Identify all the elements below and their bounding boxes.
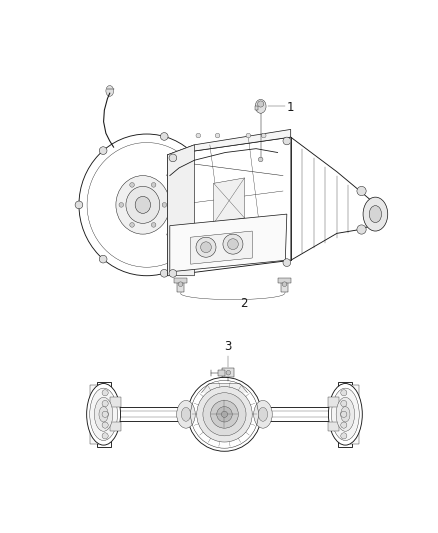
Text: 2: 2 (240, 297, 248, 310)
Polygon shape (167, 145, 194, 276)
Ellipse shape (201, 242, 212, 253)
Ellipse shape (211, 400, 238, 428)
Ellipse shape (221, 411, 228, 417)
Bar (259, 407, 347, 421)
Ellipse shape (282, 282, 287, 287)
Ellipse shape (87, 384, 120, 445)
Ellipse shape (255, 99, 266, 113)
Polygon shape (170, 214, 287, 272)
Ellipse shape (197, 386, 252, 442)
Ellipse shape (223, 234, 243, 254)
Polygon shape (214, 178, 244, 223)
Ellipse shape (336, 398, 355, 431)
Ellipse shape (102, 433, 108, 439)
Ellipse shape (119, 203, 124, 207)
Polygon shape (201, 384, 247, 393)
Ellipse shape (196, 133, 201, 138)
Ellipse shape (341, 407, 350, 422)
Polygon shape (291, 137, 375, 260)
Bar (281, 280, 288, 292)
Ellipse shape (99, 147, 107, 155)
Ellipse shape (196, 237, 216, 257)
Ellipse shape (341, 411, 347, 417)
Ellipse shape (181, 407, 191, 421)
Polygon shape (97, 382, 111, 447)
Ellipse shape (130, 223, 134, 227)
Ellipse shape (341, 390, 347, 396)
Ellipse shape (151, 183, 156, 187)
Polygon shape (191, 231, 252, 264)
Bar (102, 407, 190, 421)
Polygon shape (255, 106, 258, 110)
Ellipse shape (151, 223, 156, 227)
Bar (350, 385, 359, 443)
Ellipse shape (246, 133, 251, 138)
Ellipse shape (341, 433, 347, 439)
Ellipse shape (90, 388, 117, 440)
Ellipse shape (102, 422, 108, 428)
Bar (328, 398, 339, 407)
Ellipse shape (169, 154, 177, 161)
Ellipse shape (258, 157, 263, 161)
Ellipse shape (341, 400, 347, 407)
Bar (90, 385, 99, 443)
Ellipse shape (332, 388, 359, 440)
Ellipse shape (283, 137, 291, 145)
Ellipse shape (160, 270, 168, 277)
Ellipse shape (254, 400, 272, 428)
Ellipse shape (357, 225, 366, 234)
Ellipse shape (228, 239, 238, 249)
Text: 3: 3 (225, 341, 232, 353)
Text: 1: 1 (287, 101, 294, 115)
Ellipse shape (99, 255, 107, 263)
Ellipse shape (79, 134, 215, 276)
Bar (110, 398, 120, 407)
Ellipse shape (191, 151, 198, 159)
Ellipse shape (191, 251, 198, 259)
Ellipse shape (162, 203, 167, 207)
Ellipse shape (116, 175, 170, 234)
Ellipse shape (328, 384, 362, 445)
Ellipse shape (102, 400, 108, 407)
Ellipse shape (169, 270, 177, 277)
Ellipse shape (226, 370, 231, 375)
Ellipse shape (369, 206, 381, 223)
Bar (222, 368, 234, 377)
Ellipse shape (341, 422, 347, 428)
Ellipse shape (177, 400, 195, 428)
Polygon shape (167, 137, 291, 276)
Polygon shape (338, 382, 352, 447)
Ellipse shape (211, 201, 218, 209)
Ellipse shape (258, 407, 268, 421)
Ellipse shape (261, 133, 266, 138)
Ellipse shape (283, 259, 291, 266)
Bar (218, 370, 225, 376)
Ellipse shape (203, 393, 246, 436)
Ellipse shape (106, 85, 113, 96)
Bar (279, 278, 291, 284)
Ellipse shape (258, 101, 264, 107)
Ellipse shape (102, 390, 108, 396)
Ellipse shape (102, 411, 108, 417)
Ellipse shape (363, 197, 388, 231)
Ellipse shape (135, 196, 151, 213)
Ellipse shape (75, 201, 83, 209)
Polygon shape (167, 130, 291, 155)
Ellipse shape (130, 183, 134, 187)
Ellipse shape (357, 187, 366, 196)
Ellipse shape (126, 187, 160, 223)
Ellipse shape (99, 407, 108, 422)
Bar (328, 422, 339, 431)
Ellipse shape (217, 407, 232, 422)
Ellipse shape (215, 133, 220, 138)
Bar (174, 278, 187, 284)
Ellipse shape (187, 377, 261, 451)
Ellipse shape (178, 282, 183, 287)
Ellipse shape (160, 133, 168, 140)
Ellipse shape (94, 398, 113, 431)
Bar (177, 280, 184, 292)
Bar (110, 422, 120, 431)
